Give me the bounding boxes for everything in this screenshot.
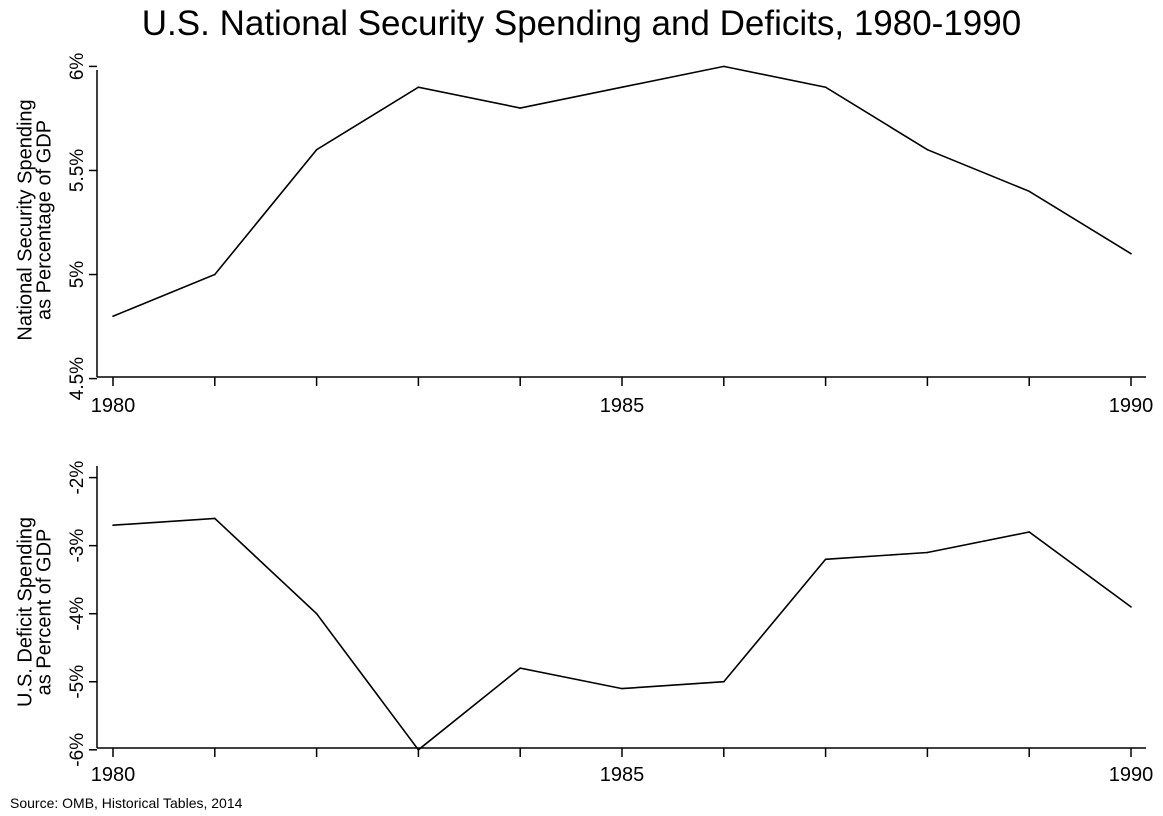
x-tick-label: 1990 xyxy=(1109,395,1154,417)
data-point xyxy=(723,65,725,68)
x-tick-label: 1985 xyxy=(600,395,645,417)
data-point xyxy=(417,86,420,89)
series-line xyxy=(112,517,1132,751)
chart-panel-2: -6% -5% -4% -3% -2% 1980 1985 1990 U.S. Deficit … xyxy=(14,461,1153,786)
data-point xyxy=(315,148,318,151)
y-tick-label: -3% xyxy=(67,529,88,563)
data-point xyxy=(112,524,114,527)
y-axis-label: as Percentage of GDP xyxy=(33,120,55,320)
x-tick-label: 1985 xyxy=(600,764,645,786)
y-tick-label: 6% xyxy=(67,53,88,81)
y-axis-label: U.S. Deficit Spending xyxy=(14,517,36,707)
data-point xyxy=(315,612,318,615)
chart-panel-1: 4.5% 5% 5.5% 6% 1980 1985 1990 National Securit… xyxy=(14,53,1153,417)
data-point xyxy=(621,687,623,690)
y-axis-label: National Security Spending xyxy=(14,99,36,340)
data-point xyxy=(926,551,929,554)
data-point xyxy=(214,517,216,520)
data-point xyxy=(1130,606,1132,608)
data-point xyxy=(417,748,420,751)
y-tick-label: 5% xyxy=(67,261,88,289)
source-note: Source: OMB, Historical Tables, 2014 xyxy=(10,795,243,811)
x-tick-label: 1990 xyxy=(1109,764,1154,786)
data-point xyxy=(214,273,216,276)
data-point xyxy=(519,667,521,669)
data-point xyxy=(824,86,827,89)
x-tick-label: 1980 xyxy=(91,395,136,417)
data-point xyxy=(1130,252,1132,255)
data-point xyxy=(1028,190,1030,193)
data-point xyxy=(112,315,114,317)
y-tick-label: -4% xyxy=(67,597,88,631)
chart-title: U.S. National Security Spending and Defi… xyxy=(141,4,1022,43)
x-tick-label: 1980 xyxy=(91,764,136,786)
data-point xyxy=(824,558,827,561)
series-line xyxy=(112,65,1132,317)
y-tick-label: 4.5% xyxy=(67,357,88,400)
data-point xyxy=(1028,531,1030,533)
data-point xyxy=(519,107,521,109)
y-tick-label: -2% xyxy=(67,461,88,495)
data-point xyxy=(621,86,623,89)
y-tick-label: 5.5% xyxy=(67,149,88,192)
y-tick-label: -5% xyxy=(67,665,88,699)
y-axis-label: as Percent of GDP xyxy=(33,529,55,696)
data-point xyxy=(723,680,725,683)
data-point xyxy=(926,148,929,151)
y-tick-label: -6% xyxy=(67,733,88,767)
